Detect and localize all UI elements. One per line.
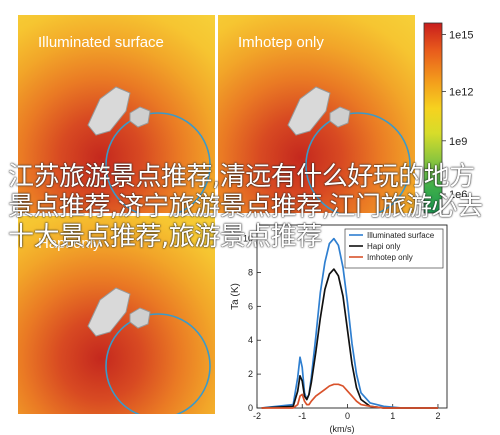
orbit-circle (105, 112, 211, 213)
comet-nucleus-icon (287, 86, 351, 136)
chart-legend: Illuminated surface Hapi only Imhotep only (344, 228, 444, 269)
map-panel-illuminated: Illuminated surface (18, 15, 215, 213)
colorbar-tick-label: 1e6 (449, 189, 467, 201)
chart-axes: -2 -1 0 1 2 0 2 4 6 8 10 (km/s) Ta (K) (230, 224, 448, 434)
comet-nucleus-icon (87, 287, 151, 337)
legend-label: Illuminated surface (367, 231, 435, 240)
orbit-circle (305, 112, 411, 213)
y-tick-label: 4 (248, 335, 253, 345)
x-tick-label: 0 (345, 411, 350, 421)
colorbar-tick-label: 1e9 (449, 136, 467, 148)
map-hapi-svg (18, 216, 215, 414)
panel-title-hapi: Hapi only (38, 235, 101, 252)
x-tick-label: 1 (390, 411, 395, 421)
map-panel-hapi: Hapi only (18, 216, 215, 414)
legend-label: Imhotep only (367, 253, 413, 262)
legend-label: Hapi only (367, 242, 400, 251)
x-axis-label: (km/s) (330, 424, 355, 434)
colorbar-tick-label: 1e12 (449, 86, 473, 98)
series-line-1 (261, 268, 438, 409)
colorbar-tick-label: 1e15 (449, 29, 473, 41)
colorbar: 1e15 1e12 1e9 1e6 (423, 22, 473, 214)
map-illuminated-svg (18, 15, 215, 213)
chart-series (261, 237, 438, 409)
plot-frame (256, 224, 448, 409)
overlay-watermark-text: 江苏旅游景点推荐,清远有什么好玩的地方景点推荐,济宁旅游景点推荐,江门旅游必去十… (8, 162, 483, 252)
x-tick-label: -2 (253, 411, 261, 421)
series-line-0 (261, 237, 438, 409)
y-tick-label: 2 (248, 369, 253, 379)
panel-title-imhotep: Imhotep only (238, 34, 324, 51)
line-chart: -2 -1 0 1 2 0 2 4 6 8 10 (km/s) Ta (K) Illuminated s… (230, 224, 448, 434)
comet-nucleus-icon (87, 86, 151, 136)
colorbar-gradient (423, 22, 443, 214)
map-imhotep-svg (218, 15, 415, 213)
y-tick-label: 10 (243, 234, 253, 244)
y-tick-label: 8 (248, 267, 253, 277)
x-tick-label: -1 (298, 411, 306, 421)
y-tick-label: 6 (248, 301, 253, 311)
panel-title-illuminated: Illuminated surface (38, 34, 164, 51)
orbit-circle (105, 313, 211, 414)
x-tick-label: 2 (435, 411, 440, 421)
y-axis-label: Ta (K) (230, 283, 241, 310)
y-tick-label: 0 (248, 403, 253, 413)
colorbar-ticks: 1e15 1e12 1e9 1e6 (442, 29, 473, 201)
map-panel-imhotep: Imhotep only (218, 15, 415, 213)
series-line-2 (261, 383, 438, 409)
